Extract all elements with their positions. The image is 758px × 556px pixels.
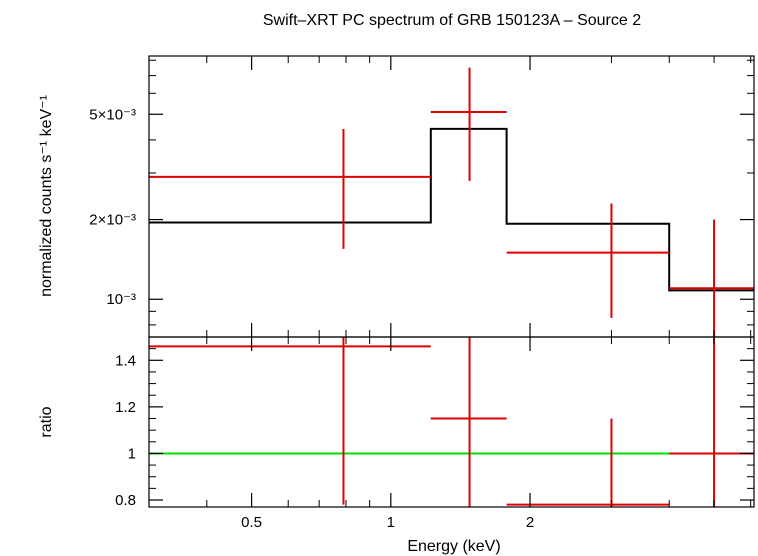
bottom-y-tick-label: 1.4	[115, 352, 136, 369]
bottom-y-tick-label: 0.8	[115, 492, 136, 509]
bottom-y-tick-label: 1	[128, 445, 136, 462]
bottom-panel: 0.5 1 2 0.8 1 1.2 1.4	[115, 336, 755, 531]
top-data-group	[149, 67, 754, 337]
top-y-tick-label: 2×10⁻³	[89, 212, 136, 229]
model-step-line	[149, 127, 754, 292]
top-panel: 10⁻³ 2×10⁻³ 5×10⁻³	[89, 55, 755, 338]
chart-title: Swift–XRT PC spectrum of GRB 150123A – S…	[263, 12, 641, 29]
top-panel-frame	[148, 55, 755, 338]
top-axis-group: 10⁻³ 2×10⁻³ 5×10⁻³	[89, 55, 755, 338]
top-y-axis-label: normalized counts s⁻¹ keV⁻¹	[38, 95, 55, 297]
top-y-tick-label: 10⁻³	[106, 291, 136, 308]
x-axis-label: Energy (keV)	[407, 538, 500, 555]
bottom-data-group	[149, 337, 754, 507]
x-tick-label: 2	[526, 514, 534, 531]
bottom-panel-frame	[148, 336, 755, 508]
bottom-y-axis-label: ratio	[38, 406, 55, 437]
bottom-y-tick-label: 1.2	[115, 399, 136, 416]
top-model-group	[149, 127, 754, 292]
x-tick-label: 0.5	[241, 514, 262, 531]
bottom-axis-group: 0.5 1 2 0.8 1 1.2 1.4	[115, 336, 755, 531]
top-y-tick-label: 5×10⁻³	[89, 106, 136, 123]
x-tick-label: 1	[387, 514, 395, 531]
